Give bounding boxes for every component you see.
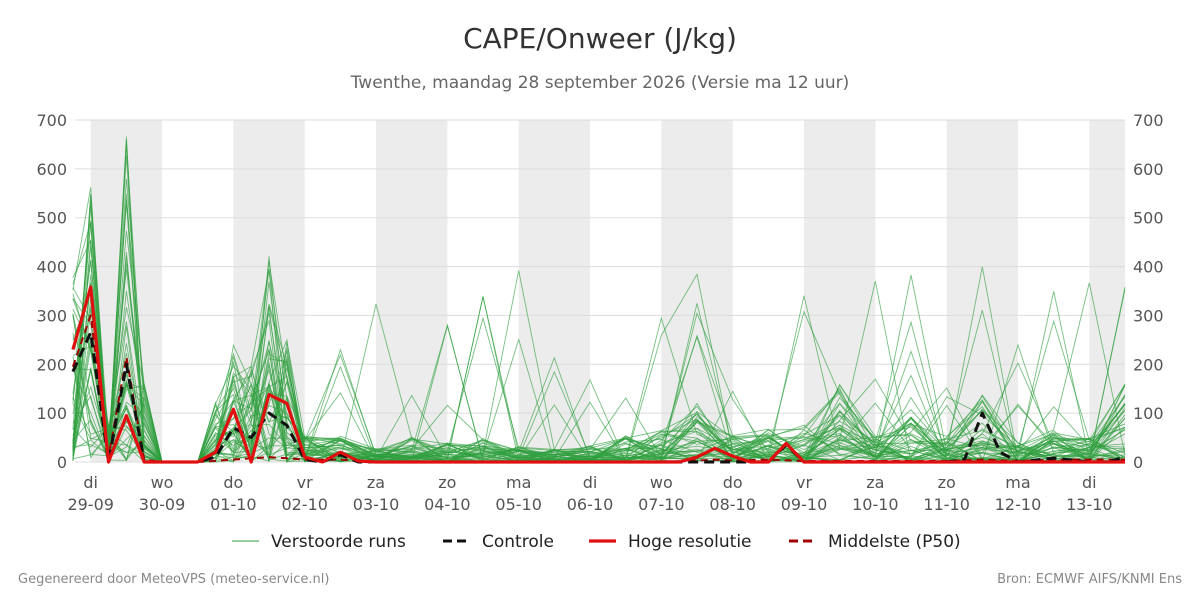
main-series [71, 285, 1126, 464]
shade-band [376, 120, 448, 462]
x-tick-date: 03-10 [353, 495, 400, 514]
chart-title: CAPE/Onweer (J/kg) [463, 22, 737, 55]
x-tick-date: 02-10 [281, 495, 328, 514]
x-tick-day: ma [1005, 473, 1030, 492]
x-tick-date: 04-10 [424, 495, 471, 514]
y-tick-label: 600 [1133, 160, 1164, 179]
legend-label: Middelste (P50) [828, 532, 961, 552]
shade-band [804, 120, 876, 462]
x-axis: di 29-09 wo 30-09 do 01-10 vr 02-10 za 03-10 zo 04-… [67, 473, 1112, 514]
x-tick-date: 07-10 [638, 495, 685, 514]
x-tick-day: di [83, 473, 98, 492]
shade-band [661, 120, 733, 462]
y-axis-right: 0 100 200 300 400 500 600 700 [1133, 111, 1164, 472]
y-tick-label: 700 [1133, 111, 1164, 130]
legend-label: Hoge resolutie [628, 532, 752, 552]
x-tick-day: zo [438, 473, 456, 492]
y-tick-label: 300 [36, 306, 67, 325]
y-tick-label: 200 [36, 355, 67, 374]
x-tick-day: do [223, 473, 243, 492]
highres-line [71, 285, 1125, 464]
y-tick-label: 400 [1133, 258, 1164, 277]
x-tick-date: 13-10 [1066, 495, 1113, 514]
y-tick-label: 700 [36, 111, 67, 130]
chart-subtitle: Twenthe, maandag 28 september 2026 (Vers… [350, 73, 850, 93]
x-tick-date: 08-10 [709, 495, 756, 514]
x-tick-day: di [583, 473, 598, 492]
y-tick-label: 400 [36, 258, 67, 277]
x-tick-date: 06-10 [567, 495, 614, 514]
x-tick-day: za [367, 473, 385, 492]
y-tick-label: 100 [1133, 404, 1164, 423]
footer-source: Bron: ECMWF AIFS/KNMI Ens [997, 572, 1182, 587]
y-tick-label: 200 [1133, 355, 1164, 374]
y-tick-label: 100 [36, 404, 67, 423]
shade-band [946, 120, 1019, 462]
y-tick-label: 300 [1133, 306, 1164, 325]
x-tick-day: wo [650, 473, 673, 492]
x-tick-date: 29-09 [67, 495, 114, 514]
legend-label: Controle [482, 532, 554, 552]
x-tick-day: do [723, 473, 743, 492]
x-tick-date: 09-10 [781, 495, 828, 514]
legend-label: Verstoorde runs [271, 532, 406, 552]
x-tick-day: vr [297, 473, 313, 492]
x-tick-date: 30-09 [139, 495, 186, 514]
y-tick-label: 600 [36, 160, 67, 179]
shade-band [518, 120, 591, 462]
x-tick-date: 11-10 [923, 495, 970, 514]
x-tick-day: za [866, 473, 884, 492]
footer-credit: Gegenereerd door MeteoVPS (meteo-service… [18, 572, 330, 587]
x-tick-date: 05-10 [495, 495, 542, 514]
x-tick-date: 12-10 [995, 495, 1042, 514]
y-tick-label: 0 [57, 453, 67, 472]
y-tick-label: 500 [36, 209, 67, 228]
weekend-bands [90, 120, 1125, 462]
legend: Verstoorde runs Controle Hoge resolutie Mid… [232, 532, 961, 552]
y-axis-left: 0 100 200 300 400 500 600 700 [36, 111, 67, 472]
x-tick-day: zo [938, 473, 956, 492]
x-tick-day: di [1082, 473, 1097, 492]
x-tick-day: ma [506, 473, 531, 492]
x-tick-date: 01-10 [210, 495, 257, 514]
x-tick-date: 10-10 [852, 495, 899, 514]
x-tick-day: wo [151, 473, 174, 492]
control-line [71, 331, 1126, 464]
y-tick-label: 500 [1133, 209, 1164, 228]
y-tick-label: 0 [1133, 453, 1143, 472]
x-tick-day: vr [796, 473, 812, 492]
